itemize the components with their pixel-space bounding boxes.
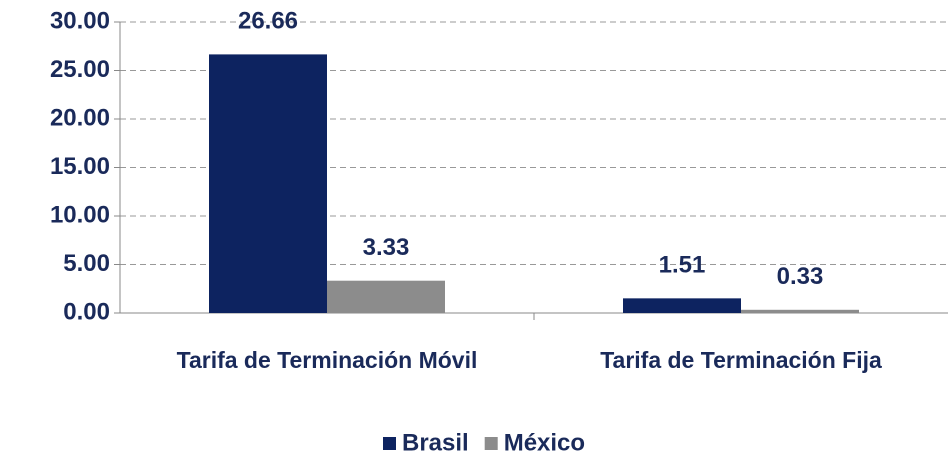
- legend-label: Brasil: [402, 429, 469, 455]
- legend-swatch: [484, 437, 498, 450]
- value-label: 0.33: [777, 263, 824, 290]
- bar: [623, 298, 741, 313]
- bar: [741, 309, 859, 313]
- value-label: 3.33: [363, 234, 410, 261]
- bar: [209, 54, 327, 313]
- y-tick-label: 0.00: [63, 298, 110, 325]
- legend-swatch: [383, 437, 396, 450]
- y-tick-label: 15.00: [50, 153, 110, 180]
- x-tick-label: Tarifa de Terminación Móvil: [177, 347, 478, 373]
- y-tick-label: 10.00: [50, 201, 110, 228]
- bar: [327, 280, 445, 313]
- legend-label: México: [504, 429, 585, 455]
- x-tick-label: Tarifa de Terminación Fija: [600, 347, 882, 373]
- y-tick-label: 20.00: [50, 104, 110, 131]
- value-label: 1.51: [659, 252, 706, 279]
- y-tick-label: 25.00: [50, 56, 110, 83]
- value-label: 26.66: [238, 8, 298, 35]
- y-tick-label: 5.00: [63, 250, 110, 277]
- y-tick-label: 30.00: [50, 7, 110, 34]
